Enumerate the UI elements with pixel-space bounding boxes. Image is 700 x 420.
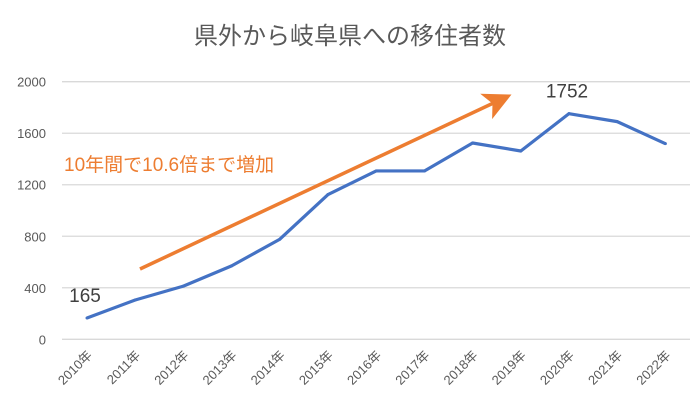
- series-lines: [85, 112, 667, 320]
- x-tick-label: 2022年: [633, 348, 673, 388]
- trend-arrow: [139, 93, 512, 271]
- x-tick-label: 2019年: [489, 348, 529, 388]
- data-point: [422, 169, 426, 173]
- data-point: [615, 120, 619, 124]
- y-tick-label: 400: [24, 281, 46, 296]
- x-tick-label: 2015年: [296, 348, 336, 388]
- data-point: [133, 298, 137, 302]
- chart-title: 県外から岐阜県への移住者数: [194, 23, 506, 50]
- x-tick-label: 2020年: [537, 348, 577, 388]
- annotation-text: 10年間で10.6倍まで増加: [64, 154, 274, 176]
- x-tick-label: 2017年: [392, 348, 432, 388]
- x-tick-label: 2021年: [585, 348, 625, 388]
- data-point: [471, 141, 475, 145]
- x-tick-label: 2016年: [344, 348, 384, 388]
- data-point: [85, 316, 89, 320]
- data-point: [278, 237, 282, 241]
- y-axis-ticks: 0 400 800 1200 1600 2000: [17, 75, 46, 348]
- x-axis-ticks: 2010年 2011年 2012年 2013年 2014年 2015年 2016年 2017年…: [55, 348, 674, 388]
- x-tick-label: 2018年: [440, 348, 480, 388]
- x-tick-label: 2011年: [104, 348, 144, 388]
- x-tick-label: 2010年: [55, 348, 95, 388]
- x-tick-label: 2012年: [151, 348, 191, 388]
- gridlines: [62, 81, 690, 340]
- data-point: [230, 264, 234, 268]
- data-point: [374, 169, 378, 173]
- data-point: [519, 149, 523, 153]
- y-tick-label: 0: [39, 332, 46, 347]
- data-point: [567, 112, 571, 116]
- y-tick-label: 800: [24, 229, 46, 244]
- y-tick-label: 1600: [17, 126, 46, 141]
- data-label: 1752: [546, 82, 588, 103]
- x-tick-label: 2013年: [199, 348, 239, 388]
- y-tick-label: 2000: [17, 75, 46, 90]
- data-point: [181, 284, 185, 288]
- data-point: [663, 142, 667, 146]
- data-label: 165: [69, 286, 101, 307]
- data-labels: 165 1752: [69, 82, 588, 307]
- y-tick-label: 1200: [17, 178, 46, 193]
- data-point: [326, 193, 330, 197]
- x-tick-label: 2014年: [248, 348, 288, 388]
